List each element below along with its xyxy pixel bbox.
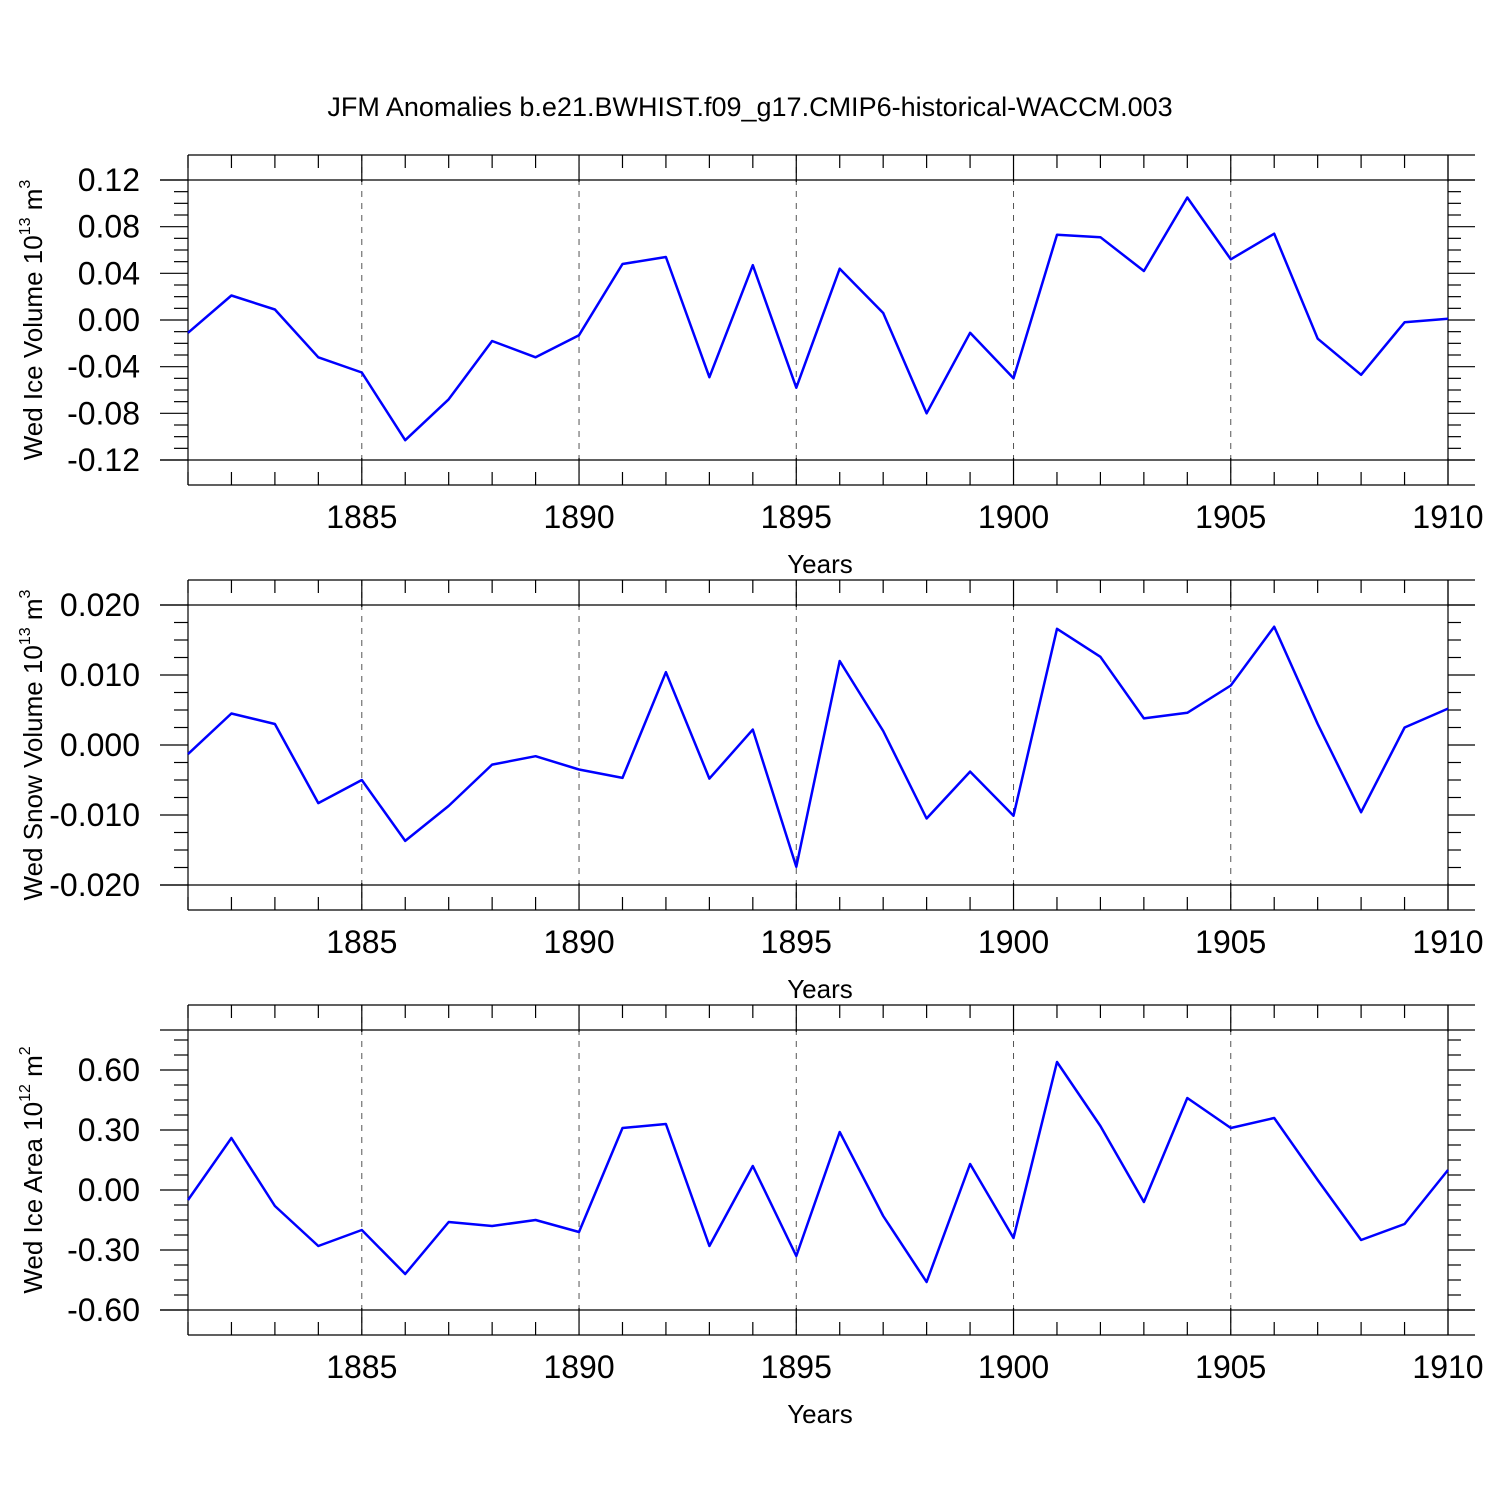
panel-snow-volume: -0.020 -0.010 0.000 0.010 0.020 1885 1890 1895 1…	[17, 579, 1484, 1004]
series-line-ice-area	[186, 1060, 1449, 1284]
x-axis-label: Years	[787, 549, 853, 579]
chart-title: JFM Anomalies b.e21.BWHIST.f09_g17.CMIP6…	[327, 92, 1172, 122]
y-tick-label: -0.12	[67, 442, 140, 478]
y-tick-label: -0.30	[67, 1232, 140, 1268]
x-tick-label: 1905	[1195, 499, 1266, 535]
x-tick-label: 1895	[761, 499, 832, 535]
x-tick-label: 1895	[761, 924, 832, 960]
y-tick-label: -0.010	[49, 797, 140, 833]
y-axis-label: Wed Ice Volume 1013 m3	[17, 180, 48, 461]
y-tick-label: -0.60	[67, 1292, 140, 1328]
x-tick-label: 1885	[326, 1349, 397, 1385]
x-tick-label: 1910	[1412, 499, 1483, 535]
y-tick-label: 0.08	[78, 209, 140, 245]
x-tick-label: 1890	[543, 924, 614, 960]
y-axis-label: Wed Snow Volume 1013 m3	[17, 589, 48, 900]
series-line-ice-volume	[187, 196, 1449, 442]
panels: -0.12 -0.08 -0.04 0.00 0.04 0.08 0.12 1885 1890 1…	[17, 154, 1484, 1429]
series-line-snow-volume	[187, 625, 1449, 869]
panel-ice-volume: -0.12 -0.08 -0.04 0.00 0.04 0.08 0.12 1885 1890 1…	[17, 154, 1484, 579]
y-axis-label: Wed Ice Area 1012 m2	[17, 1046, 48, 1293]
y-tick-label: 0.12	[78, 162, 140, 198]
x-tick-label: 1895	[761, 1349, 832, 1385]
x-axis-label: Years	[787, 974, 853, 1004]
x-tick-label: 1890	[543, 1349, 614, 1385]
y-tick-label: 0.010	[60, 657, 140, 693]
x-axis-label: Years	[787, 1399, 853, 1429]
x-tick-label: 1910	[1412, 1349, 1483, 1385]
x-tick-label: 1905	[1195, 924, 1266, 960]
y-tick-label: 0.000	[60, 727, 140, 763]
x-tick-label: 1910	[1412, 924, 1483, 960]
x-tick-label: 1905	[1195, 1349, 1266, 1385]
y-tick-label: 0.60	[78, 1052, 140, 1088]
x-tick-label: 1900	[978, 924, 1049, 960]
x-tick-label: 1900	[978, 499, 1049, 535]
y-tick-label: -0.020	[49, 867, 140, 903]
x-tick-label: 1890	[543, 499, 614, 535]
y-tick-label: 0.04	[78, 255, 140, 291]
x-tick-label: 1900	[978, 1349, 1049, 1385]
y-tick-label: -0.08	[67, 395, 140, 431]
y-tick-label: 0.020	[60, 587, 140, 623]
x-tick-label: 1885	[326, 499, 397, 535]
panel-ice-area: -0.60 -0.30 0.00 0.30 0.60 1885 1890 1895 1900 19…	[17, 1004, 1484, 1429]
y-tick-label: 0.30	[78, 1112, 140, 1148]
y-tick-label: 0.00	[78, 302, 140, 338]
y-tick-label: 0.00	[78, 1172, 140, 1208]
x-tick-label: 1885	[326, 924, 397, 960]
y-tick-label: -0.04	[67, 349, 140, 385]
